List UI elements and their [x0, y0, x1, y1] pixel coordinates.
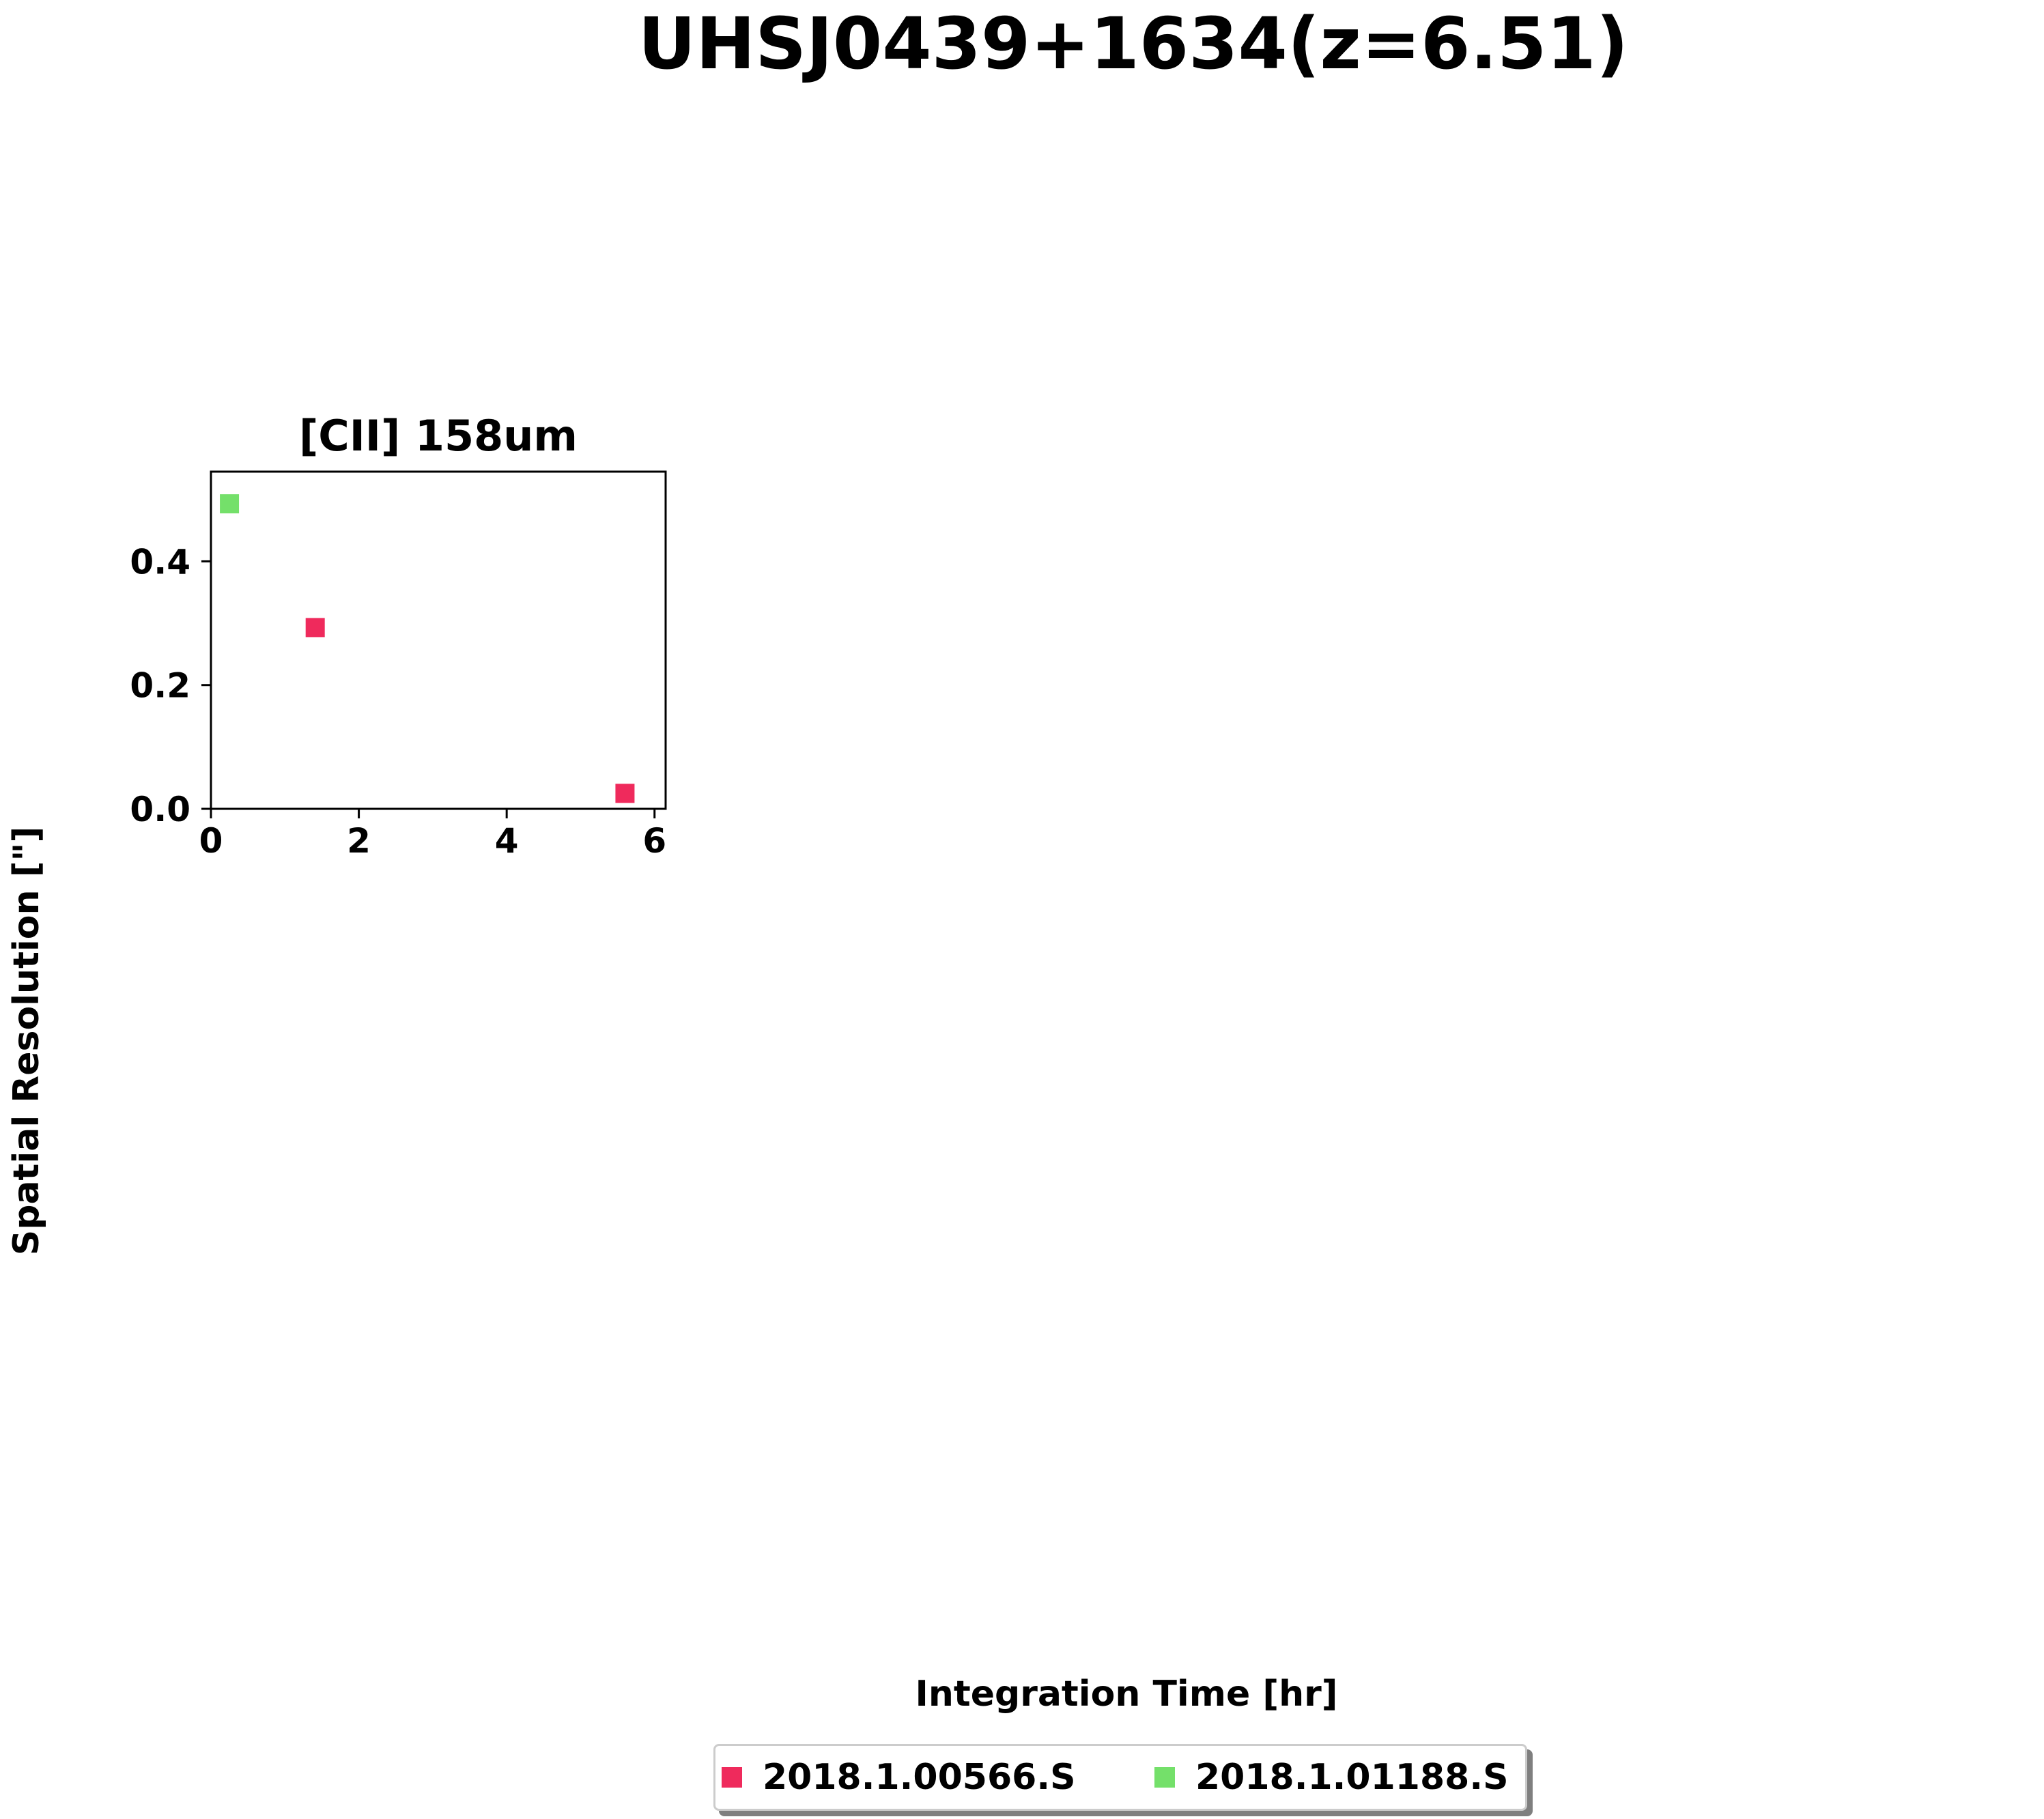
- axes-frame: [210, 470, 667, 810]
- y-tick-label: 0.4: [130, 542, 190, 582]
- y-axis-label: Spatial Resolution ["]: [6, 827, 47, 1255]
- y-tick-label: 0.2: [130, 666, 190, 706]
- legend-marker-series-1: [722, 1767, 742, 1788]
- legend-marker-series-2: [1154, 1767, 1175, 1788]
- x-tick-label: 2: [347, 821, 371, 861]
- x-tick-label: 0: [199, 821, 223, 861]
- legend-label-series-2: 2018.1.01188.S: [1195, 1757, 1509, 1798]
- x-axis-label: Integration Time [hr]: [915, 1674, 1337, 1715]
- x-tick-label: 6: [642, 821, 666, 861]
- y-tick-label: 0.0: [130, 790, 190, 829]
- legend: 2018.1.00566.S 2018.1.01188.S: [713, 1744, 1527, 1811]
- legend-item-series-1: 2018.1.00566.S: [722, 1746, 1076, 1809]
- subplot-title: [CII] 158um: [299, 411, 578, 461]
- data-point-series-2: [220, 494, 240, 514]
- legend-label-series-1: 2018.1.00566.S: [763, 1757, 1076, 1798]
- figure-suptitle: UHSJ0439+1634(z=6.51): [638, 2, 1628, 85]
- data-point-series-1: [305, 618, 325, 638]
- data-point-series-1: [615, 784, 635, 803]
- legend-item-series-2: 2018.1.01188.S: [1154, 1746, 1509, 1809]
- x-tick-label: 4: [495, 821, 519, 861]
- plot-area: 0 2 4 6 0.0 0.2 0.4: [130, 470, 667, 861]
